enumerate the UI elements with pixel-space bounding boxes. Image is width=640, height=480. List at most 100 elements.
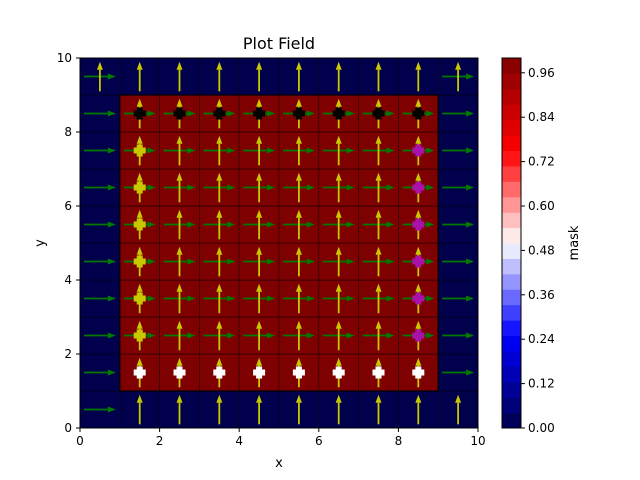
yellow-arrow [256, 394, 263, 425]
arrow-head [386, 295, 395, 302]
yellow-arrow [375, 283, 382, 314]
arrow-head [306, 184, 315, 191]
arrow-head [256, 357, 263, 366]
green-arrow [322, 184, 355, 191]
arrow-head [346, 295, 355, 302]
arrow-head [426, 258, 435, 265]
green-arrow [322, 258, 355, 265]
green-arrow [203, 295, 236, 302]
arrow-head [176, 320, 183, 329]
x-axis-label: x [275, 456, 283, 471]
yellow-arrow [256, 246, 263, 277]
arrow-head [216, 357, 223, 366]
green-arrow [282, 332, 315, 339]
arrow-head [415, 320, 422, 329]
arrow-head [176, 246, 183, 255]
colorbar-tick-label: 0.60 [528, 199, 555, 213]
arrow-head [216, 98, 223, 107]
yellow-arrow [216, 135, 223, 166]
x-tick-label: 2 [156, 434, 164, 448]
green-arrow [83, 221, 116, 228]
arrow-head [136, 357, 143, 366]
arrow-head [415, 246, 422, 255]
arrow-head [107, 73, 116, 80]
yellow-arrow [216, 246, 223, 277]
arrow-head [256, 246, 263, 255]
inner-region-border [119, 94, 439, 392]
colorbar-tick-label: 0.12 [528, 377, 555, 391]
arrow-head [295, 283, 302, 292]
green-arrow [442, 332, 475, 339]
green-arrow [163, 332, 196, 339]
arrow-head [187, 184, 196, 191]
plus-marker [332, 107, 345, 120]
yellow-arrow [216, 172, 223, 203]
arrow-head [306, 295, 315, 302]
green-arrow [203, 221, 236, 228]
arrow-head [306, 221, 315, 228]
arrow-head [256, 320, 263, 329]
arrow-head [216, 135, 223, 144]
arrow-head [335, 209, 342, 218]
arrow-head [346, 258, 355, 265]
arrow-head [335, 320, 342, 329]
arrow-head [136, 98, 143, 107]
plus-marker [173, 107, 186, 120]
arrow-head [306, 258, 315, 265]
green-arrow [163, 295, 196, 302]
arrow-head [295, 209, 302, 218]
plus-marker [412, 181, 425, 194]
arrow-head [256, 283, 263, 292]
green-arrow [442, 110, 475, 117]
y-tick-label: 0 [64, 421, 72, 435]
yellow-arrow [136, 61, 143, 92]
arrow-head [306, 332, 315, 339]
arrow-head [176, 283, 183, 292]
green-arrow [203, 147, 236, 154]
arrow-head [227, 332, 236, 339]
colorbar-tick-label: 0.36 [528, 288, 555, 302]
green-arrow [282, 184, 315, 191]
arrow-head [415, 98, 422, 107]
arrow-head [136, 61, 143, 70]
plus-marker [412, 292, 425, 305]
x-tick-label: 0 [76, 434, 84, 448]
arrow-head [346, 332, 355, 339]
arrow-head [415, 61, 422, 70]
green-arrow [322, 221, 355, 228]
yellow-arrow [415, 61, 422, 92]
yellow-arrow [415, 394, 422, 425]
colorbar-band [502, 273, 521, 290]
arrow-head [256, 61, 263, 70]
yellow-arrow [335, 246, 342, 277]
colorbar-band [502, 289, 521, 306]
arrow-head [96, 61, 103, 70]
green-arrow [442, 295, 475, 302]
arrow-head [386, 184, 395, 191]
green-arrow [203, 332, 236, 339]
arrow-head [147, 332, 156, 339]
arrow-head [176, 135, 183, 144]
colorbar-ticks: 0.00 0.12 0.24 0.36 0.48 0.60 0.72 0.84 0.96 [521, 66, 555, 435]
green-arrow [83, 184, 116, 191]
arrow-head [136, 135, 143, 144]
green-arrow [83, 295, 116, 302]
colorbar-frame [501, 57, 522, 429]
arrow-head [216, 61, 223, 70]
arrow-head [187, 332, 196, 339]
arrow-head [107, 184, 116, 191]
colorbar-band [502, 350, 521, 367]
colorbar-tick-label: 0.84 [528, 110, 555, 124]
colorbar-bands [502, 58, 521, 429]
plus-marker [412, 144, 425, 157]
plus-marker [292, 366, 305, 379]
green-arrow [243, 221, 276, 228]
arrow-head [426, 110, 435, 117]
arrow-head [466, 332, 475, 339]
arrow-head [295, 98, 302, 107]
yellow-arrow [96, 61, 103, 92]
colorbar-band [502, 397, 521, 414]
colorbar-tick-label: 0.48 [528, 243, 555, 257]
colorbar-band [502, 258, 521, 275]
arrow-head [346, 147, 355, 154]
